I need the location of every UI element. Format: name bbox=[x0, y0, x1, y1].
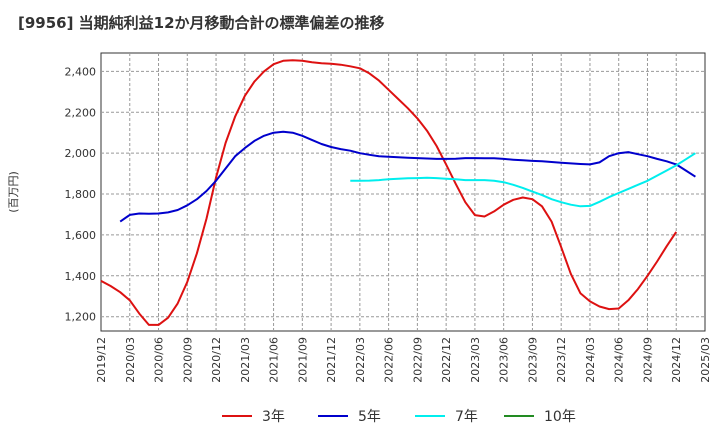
x-tick-label: 2022/09 bbox=[411, 337, 424, 383]
legend-label: 10年 bbox=[544, 409, 576, 425]
x-tick-label: 2024/12 bbox=[670, 337, 683, 383]
y-tick-label: 1,800 bbox=[65, 188, 97, 201]
x-tick-label: 2020/09 bbox=[181, 337, 194, 383]
y-tick-label: 2,200 bbox=[65, 106, 97, 119]
series-line-7年 bbox=[350, 152, 696, 208]
legend-label: 3年 bbox=[262, 409, 285, 425]
x-tick-label: 2024/06 bbox=[613, 337, 626, 383]
y-tick-label: 1,400 bbox=[65, 270, 97, 283]
plot-area bbox=[100, 52, 706, 332]
legend-label: 5年 bbox=[358, 409, 381, 425]
x-tick-label: 2023/03 bbox=[469, 337, 482, 383]
x-tick-label: 2021/03 bbox=[239, 337, 252, 383]
x-tick-label: 2020/06 bbox=[153, 337, 166, 383]
x-tick-label: 2021/09 bbox=[296, 337, 309, 383]
series-line-5年 bbox=[119, 130, 696, 223]
y-tick-label: 1,200 bbox=[65, 311, 97, 324]
y-axis-ticks: 1,200 1,400 1,600 1,800 2,000 2,200 2,400 bbox=[65, 65, 97, 323]
y-tick-label: 2,000 bbox=[65, 147, 97, 160]
x-tick-label: 2022/03 bbox=[354, 337, 367, 383]
chart-title: [9956] 当期純利益12か月移動合計の標準偏差の推移 bbox=[18, 14, 385, 32]
x-tick-label: 2021/06 bbox=[268, 337, 281, 383]
x-axis-ticks: 2019/12 2020/03 2020/06 2020/09 2020/12 2021/… bbox=[95, 337, 712, 383]
x-tick-label: 2023/06 bbox=[498, 337, 511, 383]
x-tick-label: 2020/12 bbox=[210, 337, 223, 383]
legend-label: 7年 bbox=[455, 409, 478, 425]
y-tick-label: 1,600 bbox=[65, 229, 97, 242]
x-tick-label: 2023/09 bbox=[526, 337, 539, 383]
x-tick-label: 2024/03 bbox=[584, 337, 597, 383]
x-tick-label: 2019/12 bbox=[95, 337, 108, 383]
series-line-3年 bbox=[100, 59, 678, 326]
x-tick-label: 2021/12 bbox=[325, 337, 338, 383]
series-lines bbox=[100, 59, 696, 326]
legend: 3年 5年 7年 10年 bbox=[222, 409, 576, 425]
y-tick-label: 2,400 bbox=[65, 65, 97, 78]
y-axis-label: (百万円) bbox=[7, 171, 20, 213]
x-tick-label: 2025/03 bbox=[699, 337, 712, 383]
x-tick-label: 2020/03 bbox=[124, 337, 137, 383]
x-tick-label: 2023/12 bbox=[555, 337, 568, 383]
x-tick-label: 2022/12 bbox=[440, 337, 453, 383]
x-tick-label: 2022/06 bbox=[383, 337, 396, 383]
x-tick-label: 2024/09 bbox=[641, 337, 654, 383]
grid-lines bbox=[101, 53, 705, 331]
